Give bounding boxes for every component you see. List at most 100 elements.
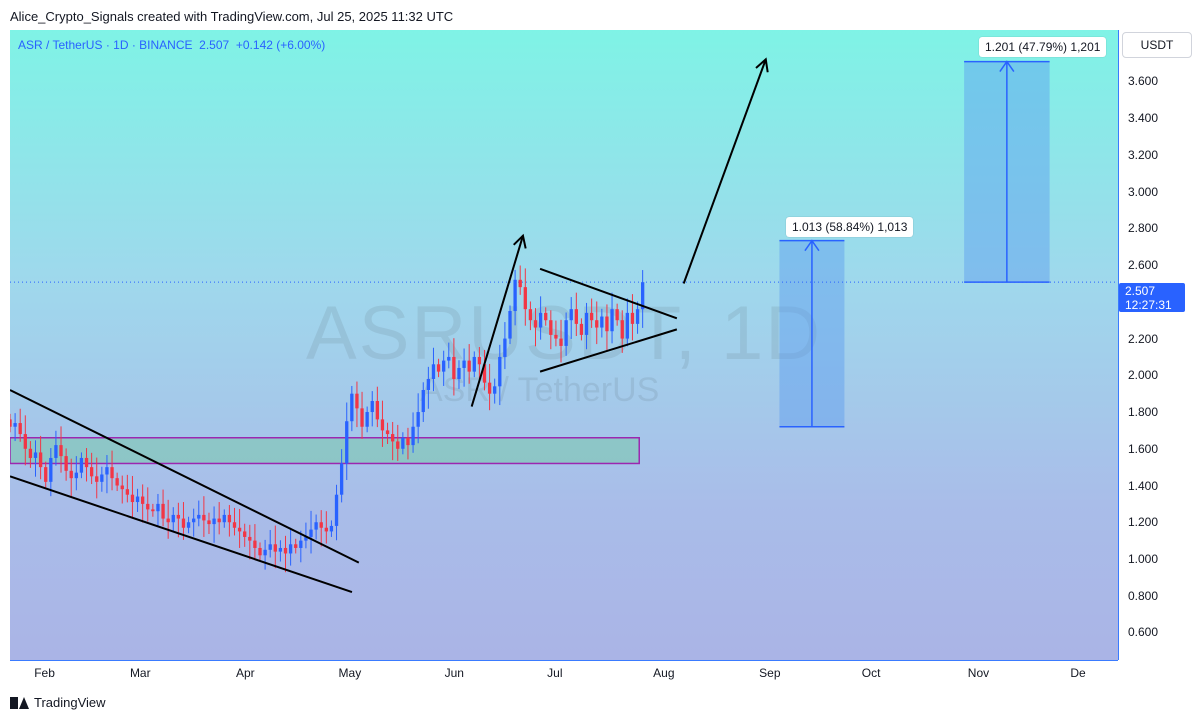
candle-body xyxy=(69,470,73,479)
bar-countdown: 12:27:31 xyxy=(1125,298,1172,312)
candle-body xyxy=(13,423,17,427)
candle-body xyxy=(452,356,456,379)
candle-body xyxy=(390,434,395,442)
candle-body xyxy=(105,467,109,475)
chart-pane[interactable] xyxy=(10,30,1118,660)
candle-body xyxy=(431,364,436,379)
symbol-price: 2.507 xyxy=(199,38,230,52)
credit-text: Alice_Crypto_Signals created with Tradin… xyxy=(10,9,454,24)
candle-body xyxy=(89,467,94,477)
candle-body xyxy=(304,536,308,541)
projection-arrowhead-black-2 xyxy=(755,57,769,73)
candle-body xyxy=(243,531,247,537)
price-tick: 1.600 xyxy=(1128,441,1159,456)
candle-body xyxy=(589,312,594,321)
projection-arrow-1 xyxy=(470,235,524,407)
price-tick: 1.200 xyxy=(1128,515,1159,530)
candle-body xyxy=(538,312,543,328)
candle-body xyxy=(339,463,344,495)
candle-body xyxy=(477,356,482,365)
candle-body xyxy=(329,525,334,532)
candle-body xyxy=(360,408,364,427)
candle-body xyxy=(365,412,369,427)
price-tick: 0.800 xyxy=(1128,588,1159,603)
candle-body xyxy=(28,448,33,458)
candle-body xyxy=(380,419,385,431)
price-tick: 0.600 xyxy=(1128,625,1159,640)
time-scale[interactable] xyxy=(10,660,1118,687)
candle-body xyxy=(84,457,89,468)
candle-body xyxy=(166,518,170,523)
candle-body xyxy=(605,316,609,332)
candle-body xyxy=(140,496,145,504)
candle-body xyxy=(569,309,573,321)
candle-body xyxy=(375,401,380,420)
price-tick: 3.400 xyxy=(1128,111,1159,126)
candle-body xyxy=(436,364,441,372)
bottom-bar: TradingView xyxy=(0,686,1200,722)
price-tick: 3.600 xyxy=(1128,74,1159,89)
price-tick: 2.200 xyxy=(1128,331,1159,346)
candle-body xyxy=(273,544,277,552)
candle-body xyxy=(263,549,267,556)
top-credit-bar: Alice_Crypto_Signals created with Tradin… xyxy=(0,0,1200,30)
time-tick: May xyxy=(338,666,362,680)
currency-button[interactable]: USDT xyxy=(1122,32,1192,58)
price-tick: 3.200 xyxy=(1128,147,1159,162)
candle-body xyxy=(385,430,390,435)
projection-label-second: 1.201 (47.79%) 1,201 xyxy=(979,37,1107,57)
candle-body xyxy=(533,320,538,328)
candle-body xyxy=(355,393,359,409)
candle-body xyxy=(574,309,578,324)
candle-body xyxy=(493,386,497,394)
scale-corner xyxy=(1118,660,1200,686)
candle-body xyxy=(630,312,635,324)
projection-arrow-2 xyxy=(682,59,767,284)
tradingview-logo[interactable]: TradingView xyxy=(10,695,106,710)
price-tick: 2.000 xyxy=(1128,368,1159,383)
tradingview-logo-icon xyxy=(10,696,29,709)
symbol-name: ASR / TetherUS · 1D · BINANCE xyxy=(18,38,193,52)
price-tick: 2.800 xyxy=(1128,221,1159,236)
time-tick: Aug xyxy=(653,666,675,680)
candle-body xyxy=(151,509,155,512)
candle-body xyxy=(181,518,186,528)
price-tick: 1.400 xyxy=(1128,478,1159,493)
support-zone xyxy=(10,437,640,465)
time-tick: Mar xyxy=(129,666,151,680)
candle-body xyxy=(237,527,242,532)
candle-body xyxy=(38,452,43,468)
time-tick: Oct xyxy=(861,666,881,680)
candle-body xyxy=(18,423,22,435)
candle-body xyxy=(248,536,252,541)
candle-body xyxy=(442,360,446,372)
candle-body xyxy=(426,378,431,390)
candle-body xyxy=(278,547,283,552)
candle-body xyxy=(345,421,349,464)
candle-body xyxy=(447,356,451,361)
candle-body xyxy=(64,456,68,471)
candle-body xyxy=(227,514,232,523)
candle-body xyxy=(33,452,38,458)
symbol-legend[interactable]: ASR / TetherUS · 1D · BINANCE 2.507 +0.1… xyxy=(18,38,325,52)
candle-body xyxy=(156,503,160,512)
candle-body xyxy=(620,320,624,339)
candle-body xyxy=(559,338,563,346)
candle-body xyxy=(212,518,216,525)
candle-body xyxy=(171,514,175,523)
candle-body xyxy=(487,382,492,394)
candle-body xyxy=(518,279,522,288)
price-scale[interactable] xyxy=(1118,30,1200,660)
trendline-1 xyxy=(10,389,360,564)
candle-body xyxy=(421,390,425,413)
candle-body xyxy=(350,393,354,422)
candle-body xyxy=(207,520,211,525)
last-price-value: 2.507 xyxy=(1125,284,1156,298)
candle-body xyxy=(564,320,568,346)
candle-body xyxy=(120,485,124,490)
candle-body xyxy=(406,437,410,446)
candle-body xyxy=(544,312,548,321)
candle-body xyxy=(528,309,533,321)
candle-body xyxy=(457,367,461,379)
